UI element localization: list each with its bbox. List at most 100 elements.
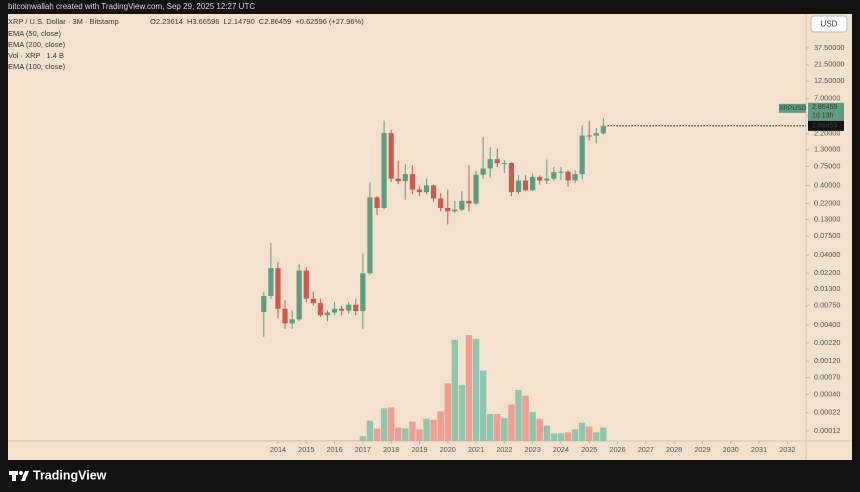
- candle-body: [515, 180, 522, 193]
- countdown: 1d 13h: [812, 113, 834, 120]
- indicator-label: Vol · XRP: [8, 51, 41, 60]
- y-tick-label: 0.00400: [814, 320, 840, 329]
- volume-bar: [465, 335, 473, 441]
- candle-body: [459, 200, 465, 210]
- candle-body: [402, 174, 408, 182]
- y-tick-label: 0.02200: [814, 268, 840, 277]
- attribution: bitcoinwallah created with TradingView.c…: [8, 2, 255, 11]
- x-tick-label: 2026: [609, 445, 625, 454]
- ohlc-label: O2.23614: [150, 17, 183, 26]
- candle-body: [353, 304, 359, 312]
- candle-body: [593, 133, 599, 136]
- candle-body: [339, 308, 345, 311]
- candle-body: [289, 319, 295, 324]
- volume-bar: [395, 427, 402, 441]
- volume-bar: [423, 418, 430, 441]
- volume-bar: [586, 426, 593, 441]
- x-tick-label: 2015: [298, 445, 314, 454]
- x-tick-label: 2027: [638, 445, 654, 454]
- candle-body: [487, 159, 493, 169]
- logo: [9, 471, 29, 481]
- y-tick-label: 12.50000: [814, 76, 844, 85]
- x-tick-label: 2030: [723, 445, 739, 454]
- ohlc-label: L2.14790: [223, 17, 254, 26]
- volume-bar: [578, 422, 586, 441]
- currency-button[interactable]: [810, 15, 848, 33]
- symbol-title: XRP / U.S. Dollar · 3M · Bitstamp: [8, 17, 119, 26]
- y-tick-label: 0.22000: [814, 198, 840, 207]
- candle-body: [261, 295, 267, 313]
- candle-body: [431, 185, 437, 199]
- volume-bar: [508, 404, 515, 441]
- candle-body: [374, 197, 380, 208]
- x-tick-label: 2032: [779, 445, 795, 454]
- x-tick-label: 2018: [383, 445, 399, 454]
- volume-bar: [430, 419, 437, 441]
- candle-body: [544, 178, 550, 181]
- candle-body: [600, 125, 606, 134]
- y-tick-label: 0.01300: [814, 284, 840, 293]
- volume-bar: [501, 417, 508, 441]
- volume-value: 1.4 B: [47, 51, 65, 60]
- candle-body: [473, 174, 479, 204]
- volume-bar: [458, 385, 466, 441]
- ohlc-label: H3.66596: [187, 17, 220, 26]
- y-tick-label: 1.30000: [814, 145, 840, 154]
- candle-body: [331, 308, 338, 313]
- x-tick-label: 2025: [581, 445, 597, 454]
- candle-body: [565, 171, 571, 181]
- candle-body: [409, 174, 415, 190]
- candle-body: [438, 198, 444, 208]
- candle-body: [381, 133, 387, 208]
- volume-bar: [373, 428, 381, 441]
- y-tick-label: 0.00120: [814, 356, 840, 365]
- y-tick-label: 0.00220: [814, 338, 840, 347]
- brand: TradingView: [33, 468, 107, 482]
- volume-bar: [600, 427, 607, 441]
- y-tick-label: 37.50000: [814, 43, 844, 52]
- x-tick-label: 2024: [553, 445, 569, 454]
- candle-body: [282, 308, 288, 324]
- x-tick-label: 2017: [355, 445, 371, 454]
- volume-bar: [536, 418, 543, 441]
- candle-body: [530, 176, 536, 191]
- volume-bar: [416, 429, 423, 441]
- x-tick-label: 2028: [666, 445, 682, 454]
- candle-body: [317, 303, 324, 316]
- volume-bar: [557, 433, 565, 441]
- last-price-box: [808, 120, 844, 131]
- candle-body: [452, 209, 458, 212]
- currency[interactable]: USD: [821, 20, 838, 29]
- candle-body: [416, 189, 423, 193]
- volume-bars: [260, 335, 607, 441]
- x-tick-label: 2029: [694, 445, 710, 454]
- candle-body: [466, 200, 472, 204]
- candle-body: [572, 174, 578, 181]
- volume-bar: [564, 432, 572, 441]
- symbol-tag-bg: [779, 103, 806, 113]
- ohlc-label: +0.62596 (+27.96%): [295, 17, 364, 26]
- candle-body: [360, 273, 366, 312]
- candle-body: [445, 207, 451, 212]
- volume-bar: [515, 389, 522, 441]
- candle-body: [579, 135, 585, 175]
- y-tick-label: 0.00022: [814, 408, 840, 417]
- candle-body: [423, 185, 430, 193]
- candle-body: [586, 135, 592, 137]
- x-tick-label: 2031: [751, 445, 767, 454]
- candle-body: [346, 304, 352, 311]
- volume-bar: [529, 412, 536, 441]
- x-tick-label: 2014: [270, 445, 286, 454]
- candles: [261, 118, 606, 337]
- x-tick-label: 2022: [496, 445, 512, 454]
- x-tick-label: 2016: [326, 445, 342, 454]
- x-tick-label: 2020: [440, 445, 456, 454]
- volume-bar: [366, 420, 374, 441]
- candle-body: [522, 180, 529, 191]
- y-tick-label: 21.50000: [814, 60, 844, 69]
- symbol-tag: XRPUSD: [779, 105, 806, 112]
- y-tick-label: 0.40000: [814, 180, 840, 189]
- volume-bar: [593, 432, 600, 441]
- volume-bar: [402, 428, 409, 441]
